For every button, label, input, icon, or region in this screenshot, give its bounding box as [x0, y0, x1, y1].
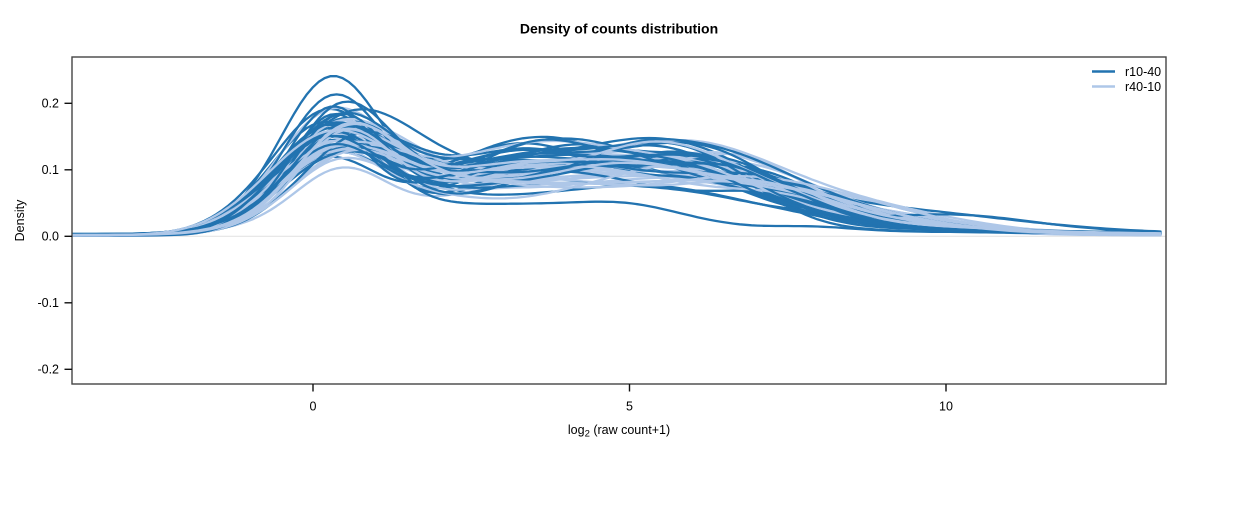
svg-text:Density: Density — [13, 199, 27, 241]
svg-text:Density of counts distribution: Density of counts distribution — [520, 21, 718, 37]
svg-text:0.0: 0.0 — [42, 230, 59, 244]
svg-text:r40-10: r40-10 — [1125, 80, 1161, 94]
svg-text:-0.2: -0.2 — [37, 363, 59, 377]
svg-text:log2 (raw count+1): log2 (raw count+1) — [568, 423, 670, 440]
svg-text:5: 5 — [626, 400, 633, 414]
svg-text:0.1: 0.1 — [42, 163, 59, 177]
svg-text:0: 0 — [310, 400, 317, 414]
svg-text:r10-40: r10-40 — [1125, 65, 1161, 79]
svg-text:0.2: 0.2 — [42, 97, 59, 111]
svg-text:-0.1: -0.1 — [37, 296, 59, 310]
svg-text:10: 10 — [939, 400, 953, 414]
